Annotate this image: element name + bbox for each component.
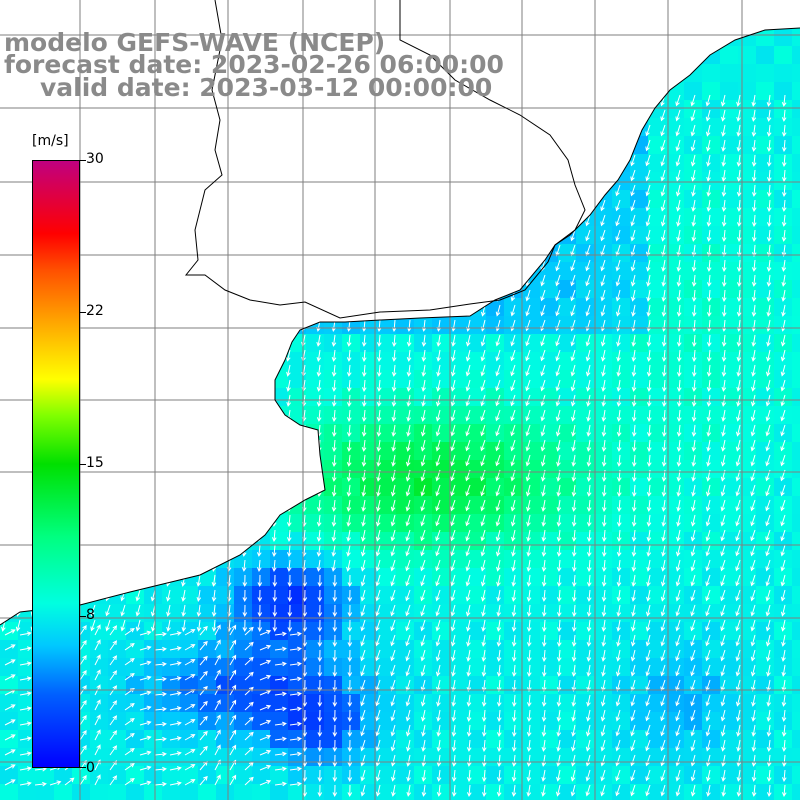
colorbar-tick-mark <box>80 616 86 617</box>
map-title-forecast-date: forecast date: 2023-02-26 06:00:00 <box>4 50 504 79</box>
colorbar-tick-label: 30 <box>86 151 104 167</box>
colorbar-tick-label: 8 <box>86 607 95 623</box>
colorbar-tick-mark <box>80 464 86 465</box>
colorbar-tick-label: 22 <box>86 303 104 319</box>
map-title-valid-date: valid date: 2023-03-12 00:00:00 <box>40 73 493 102</box>
coastline <box>0 27 800 626</box>
colorbar <box>32 160 80 768</box>
colorbar-unit-label: [m/s] <box>32 133 69 149</box>
country-border <box>184 0 586 319</box>
colorbar-tick-mark <box>80 767 86 768</box>
map-title-model: modelo GEFS-WAVE (NCEP) <box>4 28 386 57</box>
colorbar-tick-label: 0 <box>86 760 95 776</box>
colorbar-tick-mark <box>80 160 86 161</box>
colorbar-tick-mark <box>80 312 86 313</box>
colorbar-tick-label: 15 <box>86 455 104 471</box>
